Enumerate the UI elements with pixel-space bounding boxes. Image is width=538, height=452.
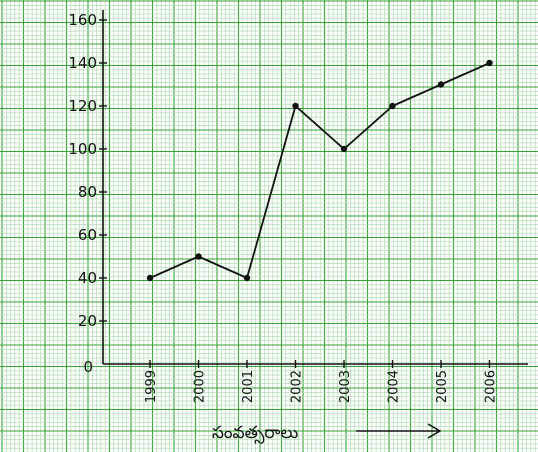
y-axis-ticks: 0 20 40 60 80 100 120 140 160	[68, 11, 107, 376]
data-point	[243, 274, 251, 282]
y-tick-label: 80	[78, 183, 97, 201]
data-point	[340, 145, 348, 153]
data-point	[437, 81, 445, 88]
x-axis-title-group: సంవత్సరాలు	[212, 423, 442, 444]
x-tick-label: 2001	[241, 370, 256, 403]
x-tick-label: 1999	[144, 370, 159, 403]
chart-axes	[102, 10, 528, 365]
x-tick-label: 2003	[338, 370, 353, 403]
y-tick-label: 100	[68, 140, 97, 158]
series-line	[149, 62, 490, 279]
x-tick-label: 2006	[484, 370, 499, 403]
y-tick-label: 60	[78, 226, 97, 244]
x-tick-label: 2002	[290, 370, 305, 403]
y-tick-label: 0	[83, 358, 93, 376]
data-point	[146, 274, 154, 282]
x-tick-label: 2000	[193, 370, 208, 403]
y-tick-label: 140	[68, 54, 97, 72]
x-tick-label: 2004	[387, 370, 402, 403]
y-tick-label: 160	[68, 11, 97, 29]
x-tick-label: 2005	[435, 370, 450, 403]
data-point	[389, 102, 396, 110]
y-tick-label: 20	[78, 312, 97, 330]
x-axis-ticks: 1999 2000 2001 2002 2003 2004 2005 2006	[144, 360, 499, 403]
series-group	[146, 59, 493, 282]
y-tick-label: 120	[68, 97, 97, 115]
x-axis-title-arrow-head	[427, 423, 442, 439]
data-point	[195, 253, 202, 260]
data-point	[292, 102, 299, 110]
data-point	[486, 59, 493, 67]
y-tick-label: 40	[78, 269, 97, 287]
x-axis-title: సంవత్సరాలు	[212, 423, 298, 444]
